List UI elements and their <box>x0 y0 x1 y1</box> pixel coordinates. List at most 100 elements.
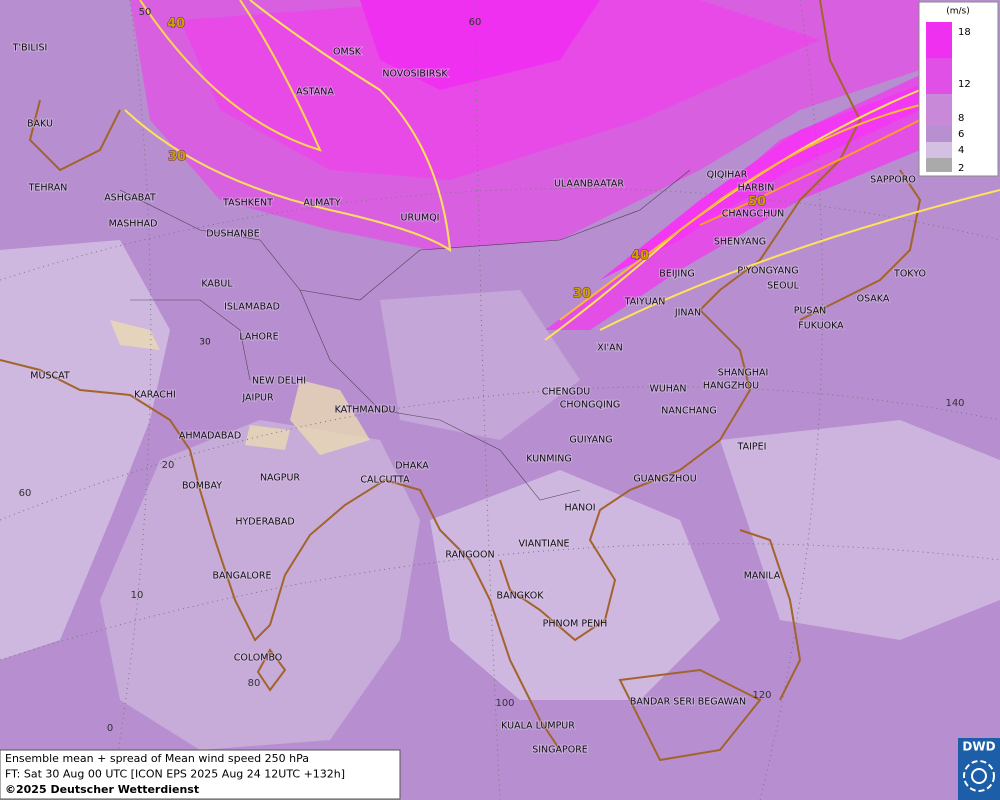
city-label: SAPPORO <box>870 175 916 186</box>
legend-swatch <box>926 158 952 172</box>
graticule-label: 60 <box>469 17 482 28</box>
city-label: CHONGQING <box>560 400 620 411</box>
city-label: TAIYUAN <box>624 297 666 308</box>
city-label: PHNOM PENH <box>543 619 608 630</box>
city-label: ULAANBAATAR <box>554 179 624 190</box>
city-label: NOVOSIBIRSK <box>382 69 448 80</box>
city-label: BANGALORE <box>212 571 271 582</box>
city-label: HYDERABAD <box>235 517 294 528</box>
caption: Ensemble mean + spread of Mean wind spee… <box>0 749 401 800</box>
legend-swatch <box>926 126 952 142</box>
city-label: KARACHI <box>134 390 176 401</box>
city-label: HANOI <box>564 503 595 514</box>
legend-level: 12 <box>958 79 971 90</box>
legend-swatch <box>926 58 952 94</box>
city-label: JINAN <box>674 308 701 319</box>
city-label: ISLAMABAD <box>224 302 280 313</box>
city-label: T'BILISI <box>12 43 48 54</box>
graticule-label: 80 <box>248 678 261 689</box>
legend-swatch <box>926 142 952 158</box>
city-label: CALCUTTA <box>360 475 410 486</box>
logo-mark <box>963 760 995 792</box>
legend-level: 8 <box>958 113 964 124</box>
graticule-label: 20 <box>162 460 175 471</box>
city-label: URUMQI <box>401 213 440 224</box>
contour-label: 50 <box>748 195 766 210</box>
city-label: OSAKA <box>857 294 890 305</box>
city-label: HANGZHOU <box>703 381 759 392</box>
city-label: BEIJING <box>659 269 694 280</box>
graticule-label: 60 <box>19 488 32 499</box>
graticule-label: 140 <box>945 398 964 409</box>
city-label: JAIPUR <box>241 393 274 404</box>
city-label: TOKYO <box>893 269 926 280</box>
graticule-label: 120 <box>752 690 771 701</box>
legend-level: 18 <box>958 27 971 38</box>
legend-level: 6 <box>958 129 964 140</box>
legend-level: 4 <box>958 145 964 156</box>
city-label: SHANGHAI <box>718 368 769 379</box>
city-label: NAGPUR <box>260 473 300 484</box>
city-label: COLOMBO <box>234 653 283 664</box>
city-label: KATHMANDU <box>335 405 396 416</box>
contour-label: 30 <box>168 150 186 165</box>
city-label: KUNMING <box>526 454 572 465</box>
city-label: ASHGABAT <box>104 193 156 204</box>
borders <box>119 169 691 501</box>
city-label: ALMATY <box>303 198 341 209</box>
city-label: DUSHANBE <box>206 229 260 240</box>
legend-level: 2 <box>958 163 964 174</box>
city-label: BANDAR SERI BEGAWAN <box>630 697 746 708</box>
coastlines <box>0 0 922 762</box>
city-label: KABUL <box>201 279 233 290</box>
caption-line: FT: Sat 30 Aug 00 UTC [ICON EPS 2025 Aug… <box>5 768 345 781</box>
contour-label: 30 <box>573 287 591 302</box>
city-label: CHENGDU <box>542 387 591 398</box>
city-label: FUKUOKA <box>798 321 844 332</box>
logo-text: DWD <box>962 740 995 754</box>
city-label: RANGOON <box>445 550 494 561</box>
city-label: TAIPEI <box>737 442 767 453</box>
city-label: ASTANA <box>296 87 334 98</box>
city-label: NANCHANG <box>661 406 716 417</box>
city-label: DHAKA <box>395 461 429 472</box>
city-label: BAKU <box>27 119 53 130</box>
city-label: GUANGZHOU <box>633 474 696 485</box>
logo: DWD <box>958 738 1000 800</box>
city-label: AHMADABAD <box>179 431 241 442</box>
contour-label: 40 <box>167 17 185 32</box>
city-label: LAHORE <box>239 332 278 343</box>
isotachs <box>124 0 1000 341</box>
city-label: KUALA LUMPUR <box>501 721 575 732</box>
caption-line: ©2025 Deutscher Wetterdienst <box>5 783 199 796</box>
city-label: HARBIN <box>738 183 775 194</box>
city-label: NEW DELHI <box>252 376 306 387</box>
city-label: BOMBAY <box>182 481 222 492</box>
city-label: GUIYANG <box>569 435 612 446</box>
city-label: VIANTIANE <box>518 539 569 550</box>
legend: (m/s) 18 12 8 6 4 2 <box>918 1 999 177</box>
graticule-label: 10 <box>131 590 144 601</box>
legend-swatch <box>926 94 952 126</box>
city-label: PUSAN <box>794 306 827 317</box>
city-label: SHENYANG <box>714 237 766 248</box>
city-label: QIQIHAR <box>707 170 748 181</box>
city-label: MUSCAT <box>30 371 70 382</box>
city-label: CHANGCHUN <box>722 209 785 220</box>
graticule-label: 0 <box>107 723 113 734</box>
legend-unit: (m/s) <box>946 7 970 17</box>
caption-line: Ensemble mean + spread of Mean wind spee… <box>5 752 309 765</box>
field-shading <box>0 0 1000 750</box>
caption-box <box>0 749 401 800</box>
city-label: TASHKENT <box>222 198 273 209</box>
graticule-label: 50 <box>139 7 152 18</box>
graticule-label: 100 <box>495 698 514 709</box>
city-label: SINGAPORE <box>532 745 588 756</box>
city-label: WUHAN <box>649 384 686 395</box>
city-label: MASHHAD <box>109 219 158 230</box>
city-label: SEOUL <box>767 281 799 292</box>
labels: T'BILISI BAKU TEHRAN ASHGABAT MASHHAD MUSCAT K… <box>11 7 965 757</box>
